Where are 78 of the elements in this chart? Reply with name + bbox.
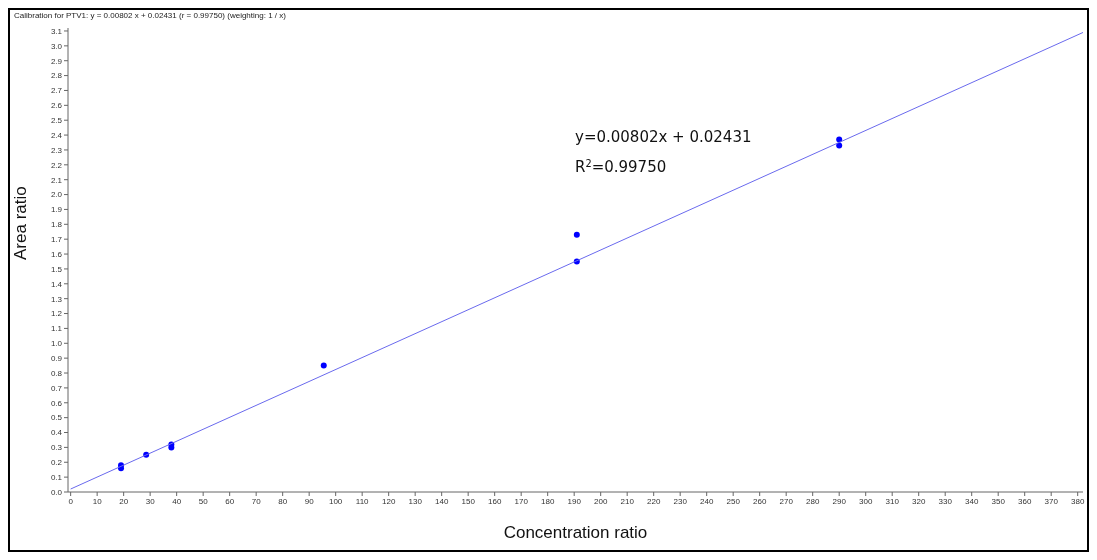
x-tick-label: 220 [647, 496, 661, 506]
y-tick-label: 0.9 [50, 353, 63, 363]
x-tick-label: 320 [912, 496, 926, 506]
x-tick-label: 130 [408, 496, 423, 506]
x-tick-label: 190 [567, 496, 582, 506]
y-tick-label: 1.5 [50, 264, 63, 274]
x-tick-label: 140 [434, 496, 449, 506]
y-tick-label: 2.2 [50, 160, 63, 170]
x-tick-label: 90 [304, 496, 315, 506]
annotation: y=0.00802x + 0.02431 [575, 128, 752, 146]
x-tick-label: 350 [991, 496, 1006, 506]
y-axis-title: Area ratio [11, 186, 31, 260]
y-tick-label: 2.9 [50, 56, 63, 66]
x-tick-label: 120 [381, 496, 396, 506]
y-tick-label: 1.2 [50, 309, 63, 319]
x-tick-label: 10 [92, 496, 103, 506]
x-tick-label: 300 [859, 496, 873, 506]
x-tick-label: 20 [119, 496, 129, 506]
y-tick-label: 0.5 [50, 413, 63, 423]
y-tick-label: 2.1 [50, 175, 63, 185]
y-tick-label: 0.7 [50, 383, 63, 393]
y-tick-label: 2.3 [50, 145, 63, 155]
x-tick-label: 380 [1071, 496, 1085, 506]
y-tick-label: 0.2 [50, 458, 63, 468]
x-tick-label: 250 [726, 496, 741, 506]
point [320, 362, 327, 369]
x-tick-label: 170 [514, 496, 529, 506]
y-tick-label: 0.3 [50, 443, 63, 453]
y-tick-label: 1.1 [50, 324, 63, 334]
x-tick-label: 100 [328, 496, 343, 506]
x-tick-label: 70 [251, 496, 262, 506]
y-tick-label: 1.4 [50, 279, 63, 289]
x-tick-label: 340 [965, 496, 979, 506]
x-tick-label: 310 [885, 496, 900, 506]
x-tick-label: 240 [700, 496, 714, 506]
y-tick-label: 3.0 [50, 41, 63, 51]
y-tick-label: 1.6 [50, 249, 63, 259]
point [573, 231, 580, 238]
y-tick-label: 0.8 [50, 368, 63, 378]
x-tick-label: 270 [779, 496, 794, 506]
y-tick-label: 2.8 [50, 71, 63, 81]
chart-title: Calibration for PTV1: y = 0.00802 x + 0.02431 (r = 0.99750) (weighting: 1 / x) [14, 11, 286, 20]
x-tick-label: 40 [172, 496, 182, 506]
y-tick-label: 1.0 [50, 339, 63, 349]
y-tick-label: 0.1 [50, 472, 63, 482]
x-tick-label: 200 [594, 496, 608, 506]
x-tick-label: 80 [278, 496, 288, 506]
y-tick-label: 0.6 [50, 398, 63, 408]
y-tick-label: 1.3 [50, 294, 63, 304]
y-tick-label: 1.9 [50, 205, 63, 215]
x-tick-label: 110 [355, 496, 370, 506]
y-tick-label: 2.4 [50, 130, 63, 140]
x-tick-label: 150 [461, 496, 476, 506]
y-tick-label: 1.7 [50, 235, 63, 245]
x-tick-label: 50 [198, 496, 209, 506]
x-tick-label: 180 [540, 496, 555, 506]
x-tick-label: 210 [620, 496, 635, 506]
x-tick-label: 230 [673, 496, 688, 506]
annotation: R$^{2}$=0.99750 [575, 157, 667, 176]
x-tick-label: 0 [68, 496, 74, 506]
x-tick-label: 360 [1018, 496, 1032, 506]
x-tick-label: 330 [938, 496, 953, 506]
x-tick-label: 160 [487, 496, 502, 506]
x-tick-label: 30 [145, 496, 156, 506]
y-tick-label: 2.0 [50, 190, 63, 200]
y-tick-label: 2.7 [50, 86, 63, 96]
x-tick-label: 370 [1044, 496, 1059, 506]
x-axis-title: Concentration ratio [503, 523, 648, 542]
y-tick-label: 2.5 [50, 116, 63, 126]
x-tick-label: 60 [225, 496, 235, 506]
x-tick-label: 260 [753, 496, 767, 506]
y-tick-label: 0.4 [50, 428, 63, 438]
y-tick-label: 2.6 [50, 101, 63, 111]
y-tick-label: 1.8 [50, 220, 63, 230]
x-tick-label: 290 [832, 496, 847, 506]
x-tick-label: 280 [806, 496, 820, 506]
y-tick-label: 0.0 [50, 487, 63, 497]
y-tick-label: 3.1 [50, 26, 63, 36]
